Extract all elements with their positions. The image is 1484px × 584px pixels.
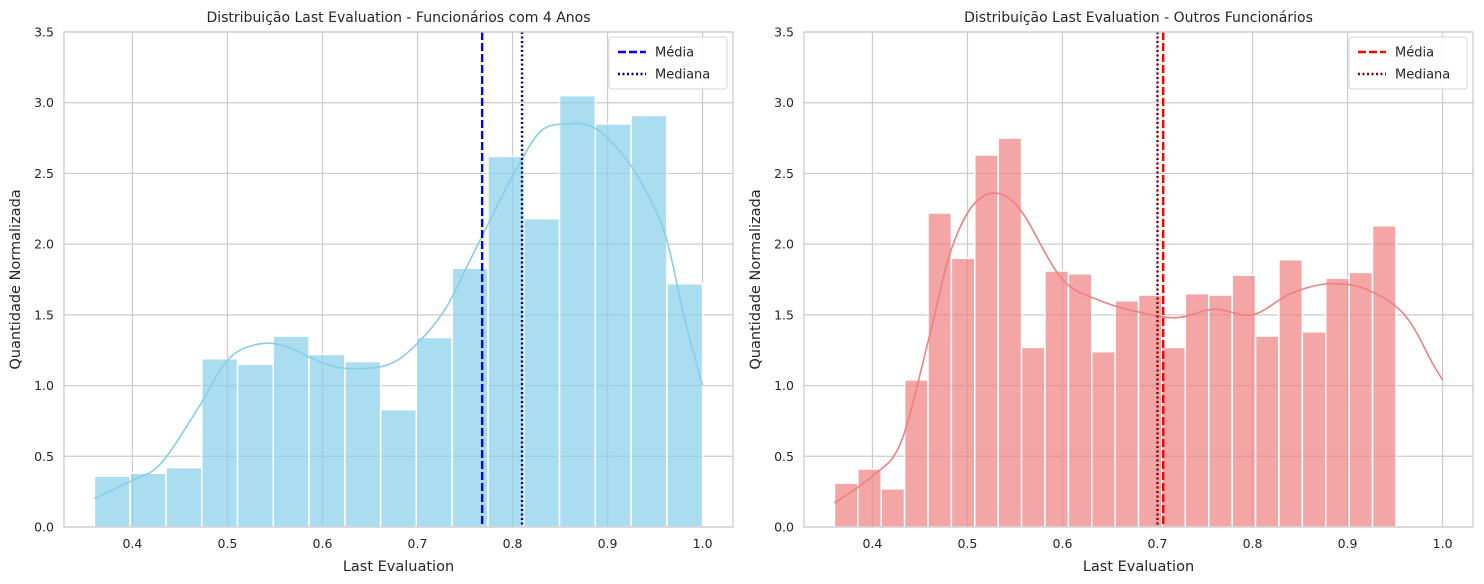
histogram-bar (415, 336, 453, 528)
histogram-bar (1348, 271, 1374, 528)
x-tick-label: 0.6 (313, 536, 333, 551)
histogram-bar (950, 257, 976, 528)
x-tick-label: 0.4 (862, 536, 882, 551)
histogram-bar (165, 466, 203, 528)
histogram-bar (1207, 294, 1233, 528)
histogram-bar (974, 154, 999, 528)
x-axis-label: Last Evaluation (1083, 559, 1194, 575)
chart-panel-1: 0.4 0.5 0.6 0.7 0.8 0.9 1.0 0.0 0.5 1.0 1.5 2.0 2.5 3… (8, 10, 734, 575)
histogram-bar (1371, 225, 1397, 528)
x-tick-label: 0.9 (1338, 536, 1358, 551)
legend-label: Média (1395, 46, 1434, 61)
histogram-bar (236, 363, 275, 528)
histogram-bar (1184, 292, 1210, 528)
x-tick-label: 0.4 (122, 536, 142, 551)
histogram-bar (93, 475, 131, 528)
y-tick-label: 0.5 (774, 449, 794, 464)
chart-panel-2: 0.4 0.5 0.6 0.7 0.8 0.9 1.0 0.0 0.5 1.0 1.5 2.0 2.5 3… (748, 10, 1474, 575)
histogram-bar (272, 335, 310, 528)
histogram-bar (129, 472, 167, 528)
y-tick-label: 0.0 (34, 520, 54, 535)
y-tick-label: 1.0 (34, 378, 54, 393)
y-axis-label: Quantidade Normalizada (748, 189, 764, 369)
plot-frame (63, 31, 734, 528)
x-tick-label: 1.0 (693, 536, 713, 551)
x-tick-label: 0.8 (1243, 536, 1263, 551)
histogram-bar (487, 155, 525, 528)
y-tick-label: 2.0 (774, 237, 794, 252)
histogram-bar (997, 137, 1023, 528)
chart-title: Distribuição Last Evaluation - Outros Fu… (964, 10, 1313, 26)
legend: Média Mediana (1348, 36, 1468, 90)
x-tick-label: 0.5 (958, 536, 978, 551)
x-tick-label: 0.8 (503, 536, 523, 551)
y-tick-label: 2.5 (34, 166, 54, 181)
histogram-bar (1324, 277, 1350, 528)
y-tick-label: 2.0 (34, 237, 54, 252)
histogram-bar (1301, 331, 1327, 528)
histogram-bar (522, 217, 561, 528)
histogram-bar (308, 353, 346, 528)
y-axis-label: Quantidade Normalizada (8, 189, 24, 369)
legend-label: Média (655, 46, 694, 61)
y-tick-label: 0.0 (774, 520, 794, 535)
histogram-bar (1278, 258, 1304, 528)
histogram-bar (594, 123, 632, 528)
histogram-bar (1254, 335, 1280, 528)
legend-box (608, 36, 728, 90)
legend-label: Mediana (655, 68, 710, 83)
histogram-bar (1091, 350, 1116, 528)
legend-box (1348, 36, 1468, 90)
histogram-bar (1067, 273, 1093, 528)
y-tick-label: 3.5 (774, 25, 794, 40)
kde-curve (94, 122, 704, 500)
x-axis-label: Last Evaluation (343, 559, 454, 575)
kde-curve (833, 192, 1444, 504)
x-tick-label: 1.0 (1433, 536, 1453, 551)
legend: Média Mediana (608, 36, 728, 90)
plot-frame (803, 31, 1474, 528)
y-tick-label: 0.5 (34, 449, 54, 464)
x-tick-label: 0.7 (408, 536, 428, 551)
legend-label: Mediana (1395, 68, 1450, 83)
histogram-bar (666, 282, 704, 528)
histogram-bar (903, 379, 929, 528)
x-tick-label: 0.7 (1148, 536, 1168, 551)
y-tick-label: 3.5 (34, 25, 54, 40)
y-tick-label: 1.5 (34, 307, 54, 322)
x-tick-label: 0.5 (218, 536, 238, 551)
histogram-bar (1114, 299, 1140, 528)
histogram-bar (880, 488, 906, 528)
y-tick-label: 2.5 (774, 166, 794, 181)
histogram-bar (200, 357, 239, 528)
histogram-bar (344, 360, 382, 528)
y-tick-label: 3.0 (774, 95, 794, 110)
histogram-bar (379, 408, 418, 528)
y-tick-label: 1.0 (774, 378, 794, 393)
histogram-bar (630, 114, 668, 528)
histogram-bar (1161, 346, 1187, 528)
x-tick-label: 0.6 (1053, 536, 1073, 551)
histogram-bar (1044, 270, 1070, 528)
histogram-bar (1020, 346, 1046, 528)
y-tick-label: 3.0 (34, 95, 54, 110)
y-tick-label: 1.5 (774, 307, 794, 322)
chart-title: Distribuição Last Evaluation - Funcionár… (206, 10, 590, 26)
histogram-bar (558, 94, 597, 528)
x-tick-label: 0.9 (598, 536, 618, 551)
